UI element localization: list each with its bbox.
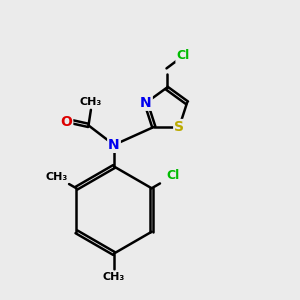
Text: CH₃: CH₃ <box>103 272 125 282</box>
Text: S: S <box>174 120 184 134</box>
Text: CH₃: CH₃ <box>46 172 68 182</box>
Text: CH₃: CH₃ <box>80 97 102 107</box>
Text: Cl: Cl <box>176 49 190 62</box>
Text: Cl: Cl <box>167 169 180 182</box>
Text: N: N <box>140 96 152 110</box>
Text: N: N <box>108 138 120 152</box>
Text: O: O <box>60 115 72 129</box>
